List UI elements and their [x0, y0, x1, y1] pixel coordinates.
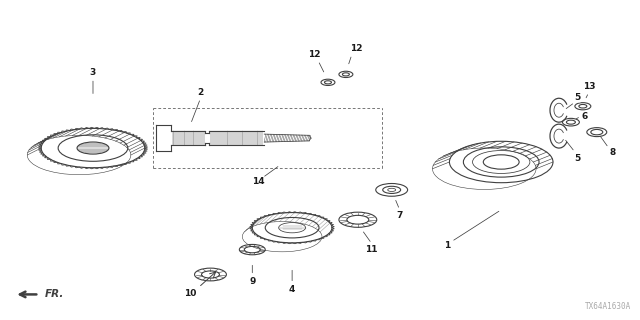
Text: 13: 13 [582, 82, 595, 91]
Text: 5: 5 [573, 154, 580, 163]
Text: 2: 2 [197, 88, 204, 97]
Text: 6: 6 [582, 112, 588, 121]
Text: 7: 7 [396, 211, 403, 220]
Text: 12: 12 [308, 50, 320, 59]
Text: 5: 5 [573, 93, 580, 102]
Text: 12: 12 [349, 44, 362, 53]
Text: FR.: FR. [45, 289, 65, 300]
Text: 3: 3 [90, 68, 96, 77]
Text: 9: 9 [249, 277, 255, 286]
Text: 8: 8 [609, 148, 616, 156]
Text: 1: 1 [444, 241, 451, 250]
Text: 4: 4 [289, 285, 295, 294]
Text: 11: 11 [365, 245, 378, 254]
Text: TX64A1630A: TX64A1630A [584, 302, 630, 311]
Text: 10: 10 [184, 289, 196, 298]
Text: 14: 14 [252, 177, 264, 187]
